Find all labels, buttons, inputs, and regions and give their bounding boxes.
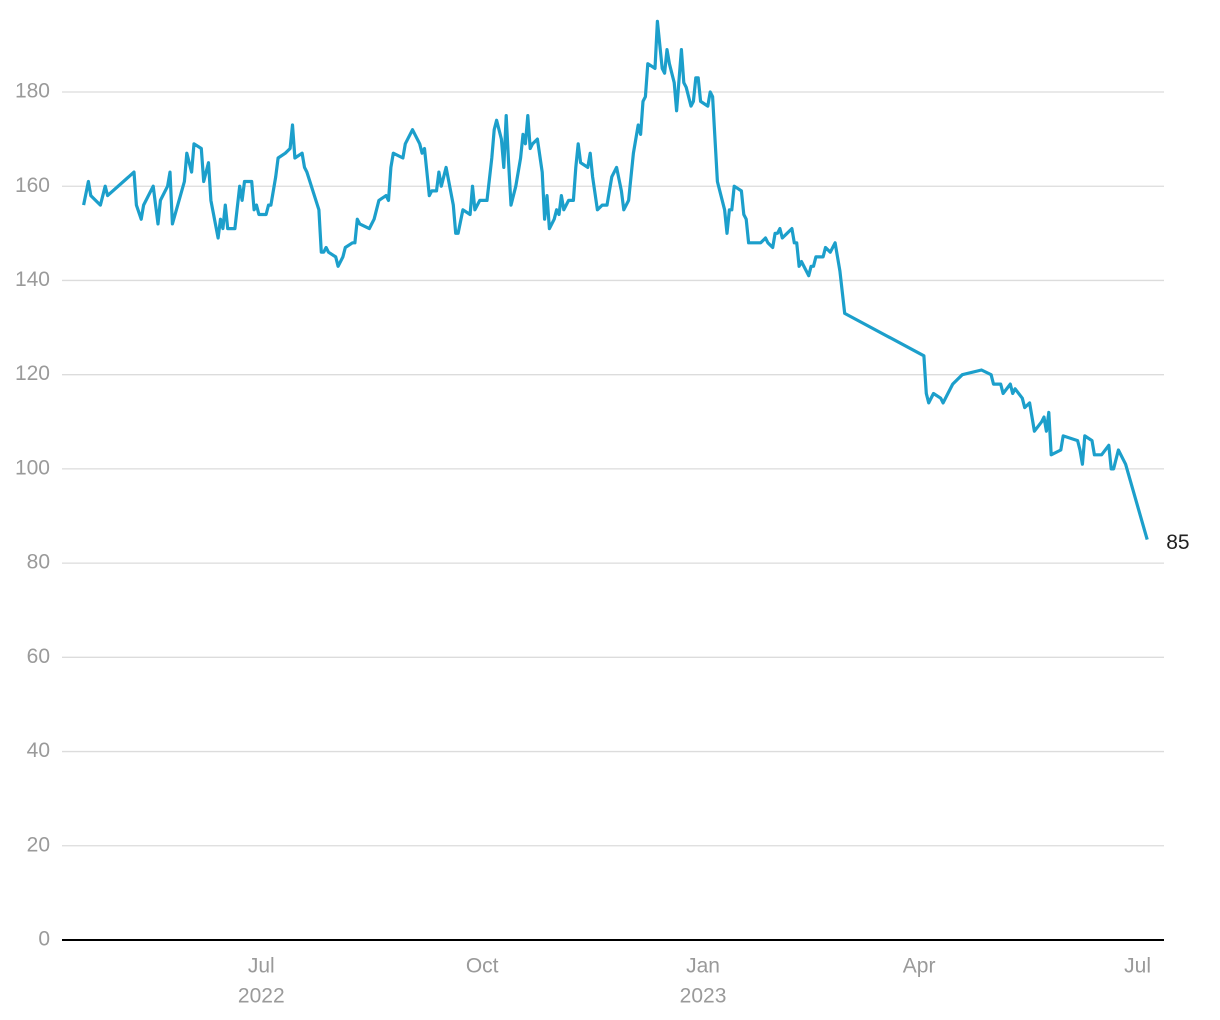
end-value-label: 85 bbox=[1166, 531, 1189, 554]
y-tick-label: 20 bbox=[27, 833, 50, 856]
x-tick-year: 2023 bbox=[680, 985, 727, 1008]
x-tick-year: 2022 bbox=[238, 985, 285, 1008]
y-tick-label: 60 bbox=[27, 645, 50, 668]
x-tick-label: Oct bbox=[466, 955, 499, 978]
y-tick-label: 120 bbox=[15, 362, 50, 385]
x-tick-label: Apr bbox=[903, 955, 936, 978]
x-tick-label: Jan bbox=[686, 955, 720, 978]
y-tick-label: 80 bbox=[27, 551, 50, 574]
line-series bbox=[82, 19, 1149, 541]
y-tick-label: 100 bbox=[15, 456, 50, 479]
y-tick-label: 0 bbox=[38, 928, 50, 951]
x-tick-label: Jul bbox=[1124, 955, 1151, 978]
x-tick-label: Jul bbox=[248, 955, 275, 978]
y-tick-label: 40 bbox=[27, 739, 50, 762]
y-tick-label: 140 bbox=[15, 268, 50, 291]
y-tick-label: 180 bbox=[15, 80, 50, 103]
y-tick-label: 160 bbox=[15, 174, 50, 197]
